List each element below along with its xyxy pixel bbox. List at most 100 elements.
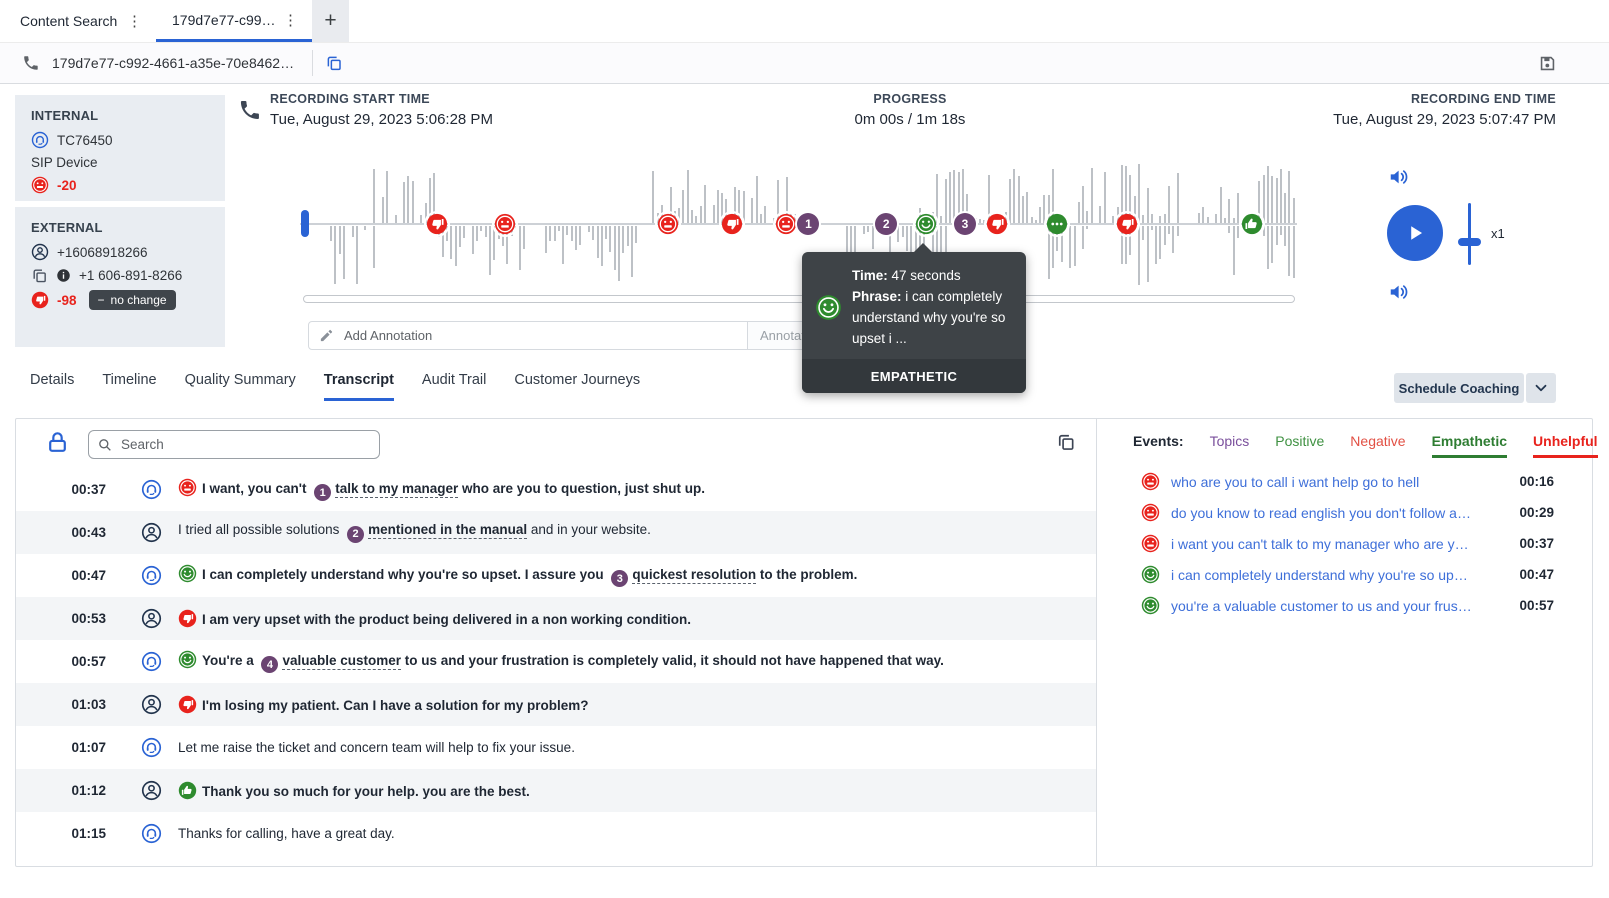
- thumbs-down-marker[interactable]: [426, 213, 448, 235]
- utterance-timestamp: 01:15: [71, 826, 106, 841]
- internal-name: TC76450: [57, 132, 113, 148]
- topic-marker-1[interactable]: 1: [797, 213, 820, 235]
- customer-icon: [141, 780, 162, 801]
- utterance-text: I am very upset with the product being d…: [178, 609, 691, 628]
- thumbs-down-icon: [178, 695, 197, 714]
- tab-transcript[interactable]: Transcript: [323, 372, 394, 401]
- waveform-scrollbar[interactable]: [303, 295, 1295, 303]
- kebab-menu-icon[interactable]: ⋮: [127, 13, 142, 30]
- copy-id-icon[interactable]: [325, 54, 343, 72]
- event-item[interactable]: you're a valuable customer to us and you…: [1097, 590, 1594, 621]
- volume-down-icon[interactable]: [1388, 281, 1410, 303]
- trend-badge-label: no change: [110, 293, 167, 307]
- search-input[interactable]: [119, 436, 371, 453]
- topic-number-badge[interactable]: 2: [347, 525, 365, 543]
- filter-empathetic[interactable]: Empathetic: [1431, 433, 1508, 458]
- external-sentiment-score: -98: [57, 292, 77, 308]
- chevron-down-icon: [1532, 379, 1550, 397]
- transcript-row[interactable]: 00:47 I can completely understand why you…: [16, 554, 1096, 597]
- transcript-row[interactable]: 01:12 Thank you so much for your help. yo…: [16, 769, 1096, 812]
- recording-start-value: Tue, August 29, 2023 5:06:28 PM: [270, 111, 493, 128]
- topic-number-badge[interactable]: 4: [261, 656, 279, 674]
- transcript-row[interactable]: 01:07 Let me raise the ticket and concern…: [16, 726, 1096, 769]
- add-annotation-field[interactable]: [308, 321, 748, 350]
- phone-icon: [22, 54, 40, 72]
- event-item[interactable]: who are you to call i want help go to he…: [1097, 466, 1594, 497]
- angry-marker[interactable]: [657, 213, 679, 235]
- angry-icon: [178, 478, 197, 497]
- new-tab-button[interactable]: +: [312, 0, 349, 42]
- event-filters: Topics Positive Negative Empathetic Unhelpfu…: [1210, 433, 1598, 458]
- progress-block: PROGRESS 0m 00s / 1m 18s: [820, 92, 1000, 128]
- event-item[interactable]: do you know to read english you don't fo…: [1097, 497, 1594, 528]
- filter-topics[interactable]: Topics: [1209, 433, 1250, 449]
- save-icon[interactable]: [1538, 54, 1557, 73]
- thumbs-down-marker[interactable]: [721, 213, 743, 235]
- playhead[interactable]: [301, 210, 309, 237]
- smiley-marker[interactable]: [915, 213, 937, 235]
- transcript-search[interactable]: [88, 430, 380, 459]
- speed-slider-handle[interactable]: [1458, 238, 1481, 246]
- events-list: who are you to call i want help go to he…: [1097, 466, 1594, 621]
- transcript-row[interactable]: 00:43 I tried all possible solutions 2 men…: [16, 511, 1096, 554]
- copy-transcript-icon[interactable]: [1056, 432, 1076, 452]
- transcript-row[interactable]: 01:03 I'm losing my patient. Can I have a…: [16, 683, 1096, 726]
- recording-end-block: RECORDING END TIME Tue, August 29, 2023 …: [1333, 92, 1556, 128]
- thumbs-down-marker[interactable]: [1116, 213, 1138, 235]
- topic-marker-2[interactable]: 2: [875, 213, 898, 235]
- tab-call-id-label: 179d7e77-c99…: [172, 11, 276, 28]
- tab-call-id[interactable]: 179d7e77-c99… ⋮: [156, 0, 312, 42]
- event-phrase-link[interactable]: i want you can't talk to my manager who …: [1171, 535, 1469, 552]
- thumbs-up-marker[interactable]: [1241, 213, 1263, 235]
- utterance-text: You're a 4 valuable customer to us and yo…: [178, 650, 944, 674]
- filter-unhelpful[interactable]: Unhelpful: [1533, 433, 1598, 458]
- event-phrase-link[interactable]: who are you to call i want help go to he…: [1171, 473, 1420, 490]
- tab-timeline[interactable]: Timeline: [102, 372, 157, 388]
- transcript-row[interactable]: 01:15 Thanks for calling, have a great da…: [16, 812, 1096, 855]
- event-item[interactable]: i want you can't talk to my manager who …: [1097, 528, 1594, 559]
- filter-negative[interactable]: Negative: [1350, 433, 1406, 449]
- lock-icon[interactable]: [45, 430, 70, 455]
- angry-icon: [1141, 503, 1160, 522]
- transcript-row[interactable]: 00:37 I want, you can't 1 talk to my manag…: [16, 468, 1096, 511]
- event-time: 00:57: [1519, 598, 1554, 613]
- topic-number-badge[interactable]: 3: [611, 570, 629, 588]
- info-icon[interactable]: [56, 268, 71, 283]
- tab-customer-journeys[interactable]: Customer Journeys: [514, 372, 641, 388]
- empathetic-smiley-icon: [815, 265, 842, 349]
- speed-slider-track[interactable]: [1468, 203, 1471, 265]
- angry-marker[interactable]: [494, 213, 516, 235]
- smiley-icon: [1141, 596, 1160, 615]
- filter-positive[interactable]: Positive: [1275, 433, 1325, 449]
- play-button[interactable]: [1387, 205, 1443, 261]
- add-annotation-input[interactable]: [342, 327, 747, 344]
- copy-number-icon[interactable]: [31, 267, 48, 284]
- transcript-row[interactable]: 00:53 I am very upset with the product be…: [16, 597, 1096, 640]
- angry-marker[interactable]: [775, 213, 797, 235]
- tooltip-text: Time: 47 seconds Phrase: i can completel…: [852, 265, 1012, 349]
- tab-details[interactable]: Details: [30, 372, 75, 388]
- kebab-menu-icon[interactable]: ⋮: [283, 11, 298, 29]
- event-phrase-link[interactable]: you're a valuable customer to us and you…: [1171, 597, 1472, 614]
- event-item[interactable]: i can completely understand why you're s…: [1097, 559, 1594, 590]
- customer-icon: [141, 694, 162, 715]
- transcript-row[interactable]: 00:57 You're a 4 valuable customer to us a…: [16, 640, 1096, 683]
- volume-up-icon[interactable]: [1388, 166, 1410, 188]
- divider: [312, 50, 314, 76]
- schedule-coaching-button[interactable]: Schedule Coaching: [1394, 373, 1524, 403]
- ellipsis-marker[interactable]: [1046, 213, 1068, 235]
- tab-audit-trail[interactable]: Audit Trail: [421, 372, 487, 388]
- tab-quality-summary[interactable]: Quality Summary: [184, 372, 296, 388]
- topic-marker-3[interactable]: 3: [953, 213, 976, 235]
- recording-start-block: RECORDING START TIME Tue, August 29, 202…: [270, 92, 493, 128]
- event-phrase-link[interactable]: do you know to read english you don't fo…: [1171, 504, 1471, 521]
- waveform[interactable]: 1 2 3: [300, 160, 1297, 286]
- schedule-coaching-chevron[interactable]: [1526, 373, 1556, 403]
- tab-content-search[interactable]: Content Search ⋮: [0, 0, 156, 42]
- topic-number-badge[interactable]: 1: [314, 484, 332, 502]
- event-phrase-link[interactable]: i can completely understand why you're s…: [1171, 566, 1468, 583]
- thumbs-down-marker[interactable]: [986, 213, 1008, 235]
- event-time: 00:37: [1519, 536, 1554, 551]
- utterance-timestamp: 00:57: [71, 654, 106, 669]
